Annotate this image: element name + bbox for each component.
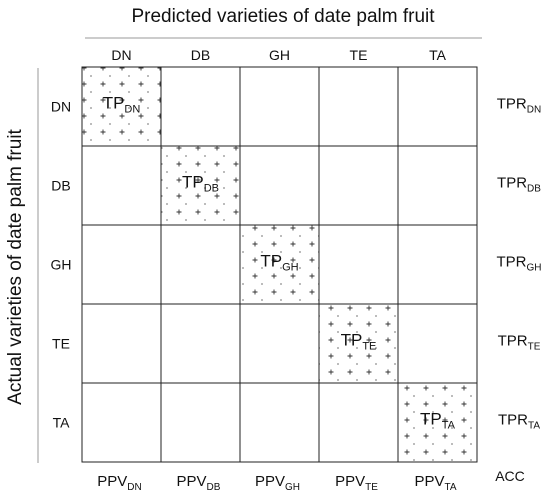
row-header-db: DB — [51, 178, 70, 194]
tpr-label-ta-subscript: TA — [528, 421, 540, 432]
matrix-cell — [397, 303, 478, 384]
column-header-db: DB — [191, 47, 210, 63]
diagonal-cell — [81, 66, 162, 147]
matrix-cell — [81, 303, 162, 384]
ppv-label-gh: PPVGH — [255, 473, 300, 493]
matrix-cell — [397, 224, 478, 305]
matrix-cell — [397, 66, 478, 147]
ppv-label-db-subscript: DB — [207, 482, 221, 493]
true-positive-label-te: TPTE — [341, 331, 377, 353]
tpr-label-ta-main: TPR — [498, 412, 528, 429]
row-header-dn: DN — [51, 99, 71, 115]
tpr-label-te-main: TPR — [498, 333, 528, 350]
tpr-label-gh-subscript: GH — [527, 263, 542, 274]
matrix-cell — [318, 145, 399, 226]
row-header-gh: GH — [51, 257, 72, 273]
row-header-ta: TA — [53, 415, 71, 431]
true-positive-label-dn: TPDN — [103, 94, 141, 116]
matrix-cell — [81, 145, 162, 226]
matrix-cell — [318, 382, 399, 463]
tpr-label-db-subscript: DB — [527, 184, 541, 195]
matrix-cell — [160, 224, 241, 305]
matrix-cell — [239, 145, 320, 226]
matrix-cell — [160, 66, 241, 147]
diagonal-cell — [397, 382, 478, 463]
true-positive-label-db-subscript: DB — [204, 183, 219, 195]
tpr-label-te: TPRTE — [498, 333, 541, 353]
matrix-cell — [239, 303, 320, 384]
tpr-label-db: TPRDB — [497, 175, 541, 195]
top-title: Predicted varieties of date palm fruit — [131, 6, 435, 27]
true-positive-label-te-subscript: TE — [362, 341, 376, 353]
true-positive-label-gh: TPGH — [260, 252, 298, 274]
column-header-gh: GH — [269, 47, 290, 63]
ppv-label-ta: PPVTA — [414, 473, 456, 493]
matrix-cell — [318, 66, 399, 147]
side-title: Actual varieties of date palm fruit — [5, 128, 26, 404]
ppv-labels: PPVDN PPVDB PPVGH PPVTE PPVTA — [97, 473, 457, 493]
tpr-label-dn: TPRDN — [497, 96, 541, 116]
column-headers: DN DB GH TE TA — [111, 47, 446, 63]
true-positive-label-db-main: TP — [182, 173, 204, 192]
matrix-cell — [397, 145, 478, 226]
ppv-label-ta-main: PPV — [414, 473, 444, 490]
diagonal-cell — [239, 224, 320, 305]
tpr-label-gh: TPRGH — [497, 254, 542, 274]
ppv-label-db-main: PPV — [177, 473, 207, 490]
true-positive-label-dn-subscript: DN — [124, 104, 140, 116]
tpr-label-dn-main: TPR — [497, 96, 527, 113]
ppv-label-ta-subscript: TA — [444, 482, 456, 493]
matrix-cell — [239, 382, 320, 463]
row-headers: DN DB GH TE TA — [51, 99, 72, 431]
true-positive-label-gh-main: TP — [260, 252, 282, 271]
ppv-label-te-main: PPV — [335, 473, 365, 490]
ppv-label-gh-subscript: GH — [285, 482, 300, 493]
true-positive-label-ta-main: TP — [420, 410, 442, 429]
true-positive-label-ta: TPTA — [420, 410, 456, 432]
column-header-te: TE — [350, 47, 368, 63]
row-header-te: TE — [52, 336, 70, 352]
ppv-label-dn: PPVDN — [97, 473, 141, 493]
diagonal-cell — [318, 303, 399, 384]
matrix-cell — [318, 224, 399, 305]
ppv-label-dn-subscript: DN — [127, 482, 141, 493]
matrix-cell — [81, 382, 162, 463]
true-positive-label-gh-subscript: GH — [282, 262, 299, 274]
true-positive-label-ta-subscript: TA — [442, 420, 456, 432]
true-positive-label-te-main: TP — [341, 331, 363, 350]
true-positive-label-dn-main: TP — [103, 94, 125, 113]
tpr-label-gh-main: TPR — [497, 254, 527, 271]
acc-label: ACC — [495, 468, 525, 484]
matrix-cell — [160, 303, 241, 384]
tpr-label-ta: TPRTA — [498, 412, 540, 432]
tpr-label-te-subscript: TE — [528, 342, 541, 353]
ppv-label-db: PPVDB — [177, 473, 221, 493]
ppv-label-dn-main: PPV — [97, 473, 127, 490]
ppv-label-te: PPVTE — [335, 473, 378, 493]
ppv-label-te-subscript: TE — [365, 482, 378, 493]
column-header-ta: TA — [429, 47, 447, 63]
matrix-cell — [239, 66, 320, 147]
matrix-cell — [81, 224, 162, 305]
matrix-cell — [160, 382, 241, 463]
ppv-label-gh-main: PPV — [255, 473, 285, 490]
tpr-label-db-main: TPR — [497, 175, 527, 192]
column-header-dn: DN — [111, 47, 131, 63]
tpr-label-dn-subscript: DN — [527, 105, 541, 116]
true-positive-label-db: TPDB — [182, 173, 219, 195]
